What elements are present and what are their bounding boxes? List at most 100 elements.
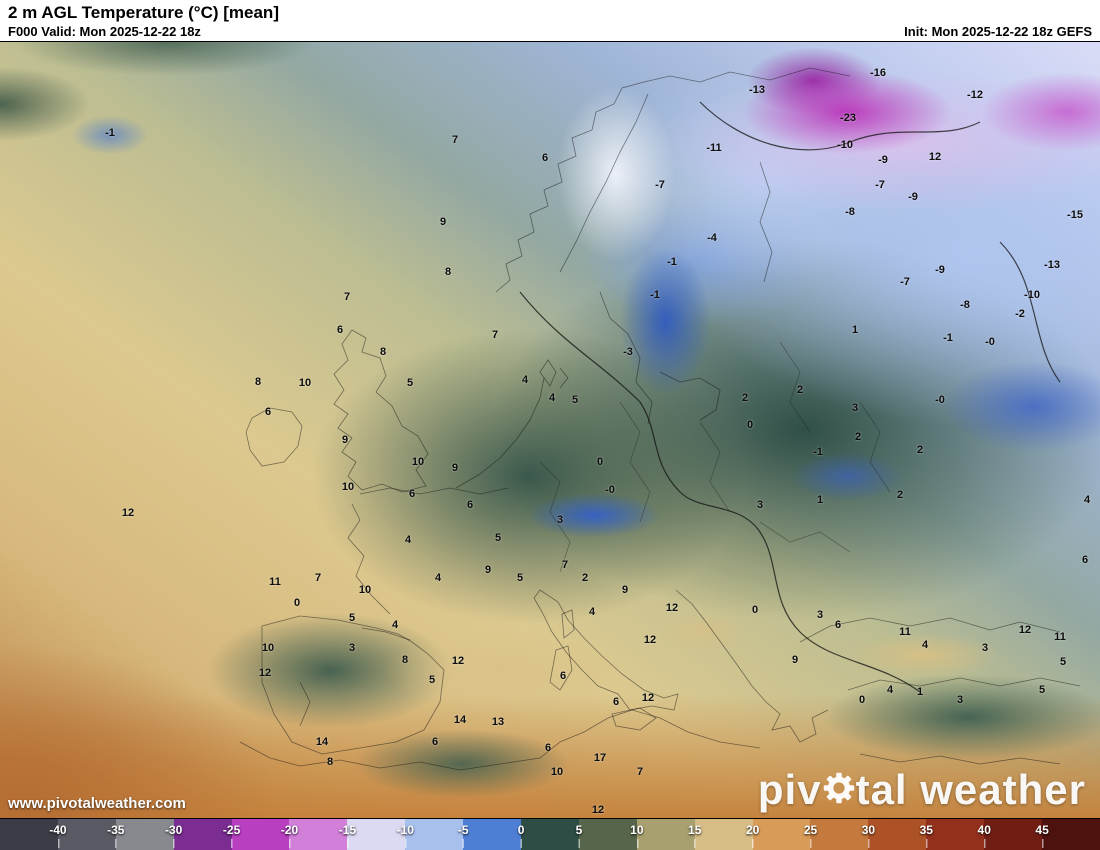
colorbar-segment <box>289 819 348 850</box>
temp-label: 5 <box>348 612 356 624</box>
temp-label: -3 <box>623 346 633 358</box>
temp-label: 3 <box>956 694 964 706</box>
temp-label: -9 <box>908 191 918 203</box>
temp-label: -12 <box>967 89 983 101</box>
colorbar-segment <box>984 819 1043 850</box>
temp-label: 11 <box>269 576 281 588</box>
temp-label: 9 <box>341 434 349 446</box>
colorbar-tick-label: -5 <box>457 823 469 848</box>
colorbar-tick-label: -25 <box>222 823 241 848</box>
colorbar-tick-label: 30 <box>861 823 876 848</box>
temp-label: 4 <box>521 374 529 386</box>
colorbar-tick-label: -40 <box>49 823 67 848</box>
logo-text-right: tal weather <box>855 766 1086 813</box>
colorbar-tick-label: 25 <box>803 823 818 848</box>
colorbar-labels: -40 -35 -30 -25 -20 -15 -10 -5 0 5 10 15 20 25 30 35 40 4… <box>0 819 1100 850</box>
temp-label: 13 <box>491 716 505 728</box>
temp-label: 6 <box>431 736 439 748</box>
temp-label: 6 <box>559 670 567 682</box>
temp-label: 9 <box>791 654 799 666</box>
colorbar-tick-label: 5 <box>575 823 583 848</box>
temp-label: 6 <box>541 152 549 164</box>
temp-label: 4 <box>404 534 412 546</box>
temp-label: -9 <box>878 154 888 166</box>
temp-label: 6 <box>336 324 344 336</box>
colorbar-segment <box>463 819 522 850</box>
temp-label: 4 <box>548 392 556 404</box>
temp-label: 2 <box>581 572 589 584</box>
temp-label: 12 <box>665 602 679 614</box>
colorbar-segment <box>1042 819 1100 850</box>
temp-label: 12 <box>641 692 655 704</box>
temp-label: 2 <box>916 444 924 456</box>
temp-label: -15 <box>1067 209 1083 221</box>
colorbar-segment <box>173 819 232 850</box>
colorbar-segment <box>347 819 406 850</box>
temp-label: 9 <box>439 216 447 228</box>
colorbar-tick-label: 40 <box>977 823 991 848</box>
colorbar-segment <box>578 819 637 850</box>
valid-time-label: F000 Valid: Mon 2025-12-22 18z <box>8 24 201 39</box>
temp-label: 4 <box>886 684 894 696</box>
temp-label: 3 <box>556 514 564 526</box>
temp-label: -8 <box>960 299 970 311</box>
temp-label: 7 <box>561 559 569 571</box>
temp-label: 1 <box>916 686 924 698</box>
temp-label: -10 <box>1024 289 1040 301</box>
temp-label: 14 <box>453 714 467 726</box>
temp-label: 4 <box>1083 494 1091 506</box>
temp-label: -11 <box>706 142 722 154</box>
temp-label: 7 <box>314 572 322 584</box>
colorbar-segment <box>636 819 695 850</box>
temp-label: -1 <box>650 289 660 301</box>
temp-label: -13 <box>749 84 765 96</box>
temp-label: 3 <box>851 402 859 414</box>
temp-label: 14 <box>315 736 329 748</box>
temp-label: 10 <box>341 481 355 493</box>
temp-label: 10 <box>261 642 275 654</box>
temp-label: 6 <box>544 742 552 754</box>
temp-label: 12 <box>1018 624 1032 636</box>
temp-label: -10 <box>837 139 853 151</box>
temp-label: 12 <box>928 151 942 163</box>
temp-label: 7 <box>451 134 459 146</box>
temp-label: -0 <box>935 394 945 406</box>
temp-label: 8 <box>444 266 452 278</box>
temp-label: 12 <box>451 655 465 667</box>
temp-label: 4 <box>921 639 929 651</box>
temp-label: -7 <box>900 276 910 288</box>
colorbar-segments <box>0 819 1100 850</box>
temp-label: 5 <box>571 394 579 406</box>
temp-label: 2 <box>896 489 904 501</box>
temp-label: 7 <box>491 329 499 341</box>
temp-label: 0 <box>293 597 301 609</box>
temp-label: 9 <box>621 584 629 596</box>
colorbar-tick-label: -30 <box>165 823 183 848</box>
temp-label: 10 <box>358 584 372 596</box>
temp-label: 4 <box>434 572 442 584</box>
colorbar: -40 -35 -30 -25 -20 -15 -10 -5 0 5 10 15 20 25 30 35 40 4… <box>0 818 1100 850</box>
temp-label: 7 <box>636 766 644 778</box>
temp-label: 3 <box>756 499 764 511</box>
page-title: 2 m AGL Temperature (°C) [mean] <box>8 3 279 22</box>
temp-label: 8 <box>379 346 387 358</box>
temp-label: 12 <box>591 804 605 816</box>
colorbar-segment <box>521 819 579 850</box>
temp-label: -2 <box>1015 308 1025 320</box>
temp-label: 8 <box>254 376 262 388</box>
pivotal-weather-logo: piv tal weather <box>758 766 1086 814</box>
temp-label: 0 <box>746 419 754 431</box>
temp-label: 6 <box>834 619 842 631</box>
temp-label: 8 <box>326 756 334 768</box>
temp-label: 5 <box>516 572 524 584</box>
temp-label: 5 <box>406 377 414 389</box>
temp-label: 9 <box>484 564 492 576</box>
temp-label: 5 <box>1038 684 1046 696</box>
colorbar-tick-label: 0 <box>517 823 525 848</box>
temp-label: 0 <box>751 604 759 616</box>
gear-icon <box>823 766 855 814</box>
colorbar-segment <box>0 819 58 850</box>
temp-label: 5 <box>494 532 502 544</box>
temp-label: 12 <box>643 634 657 646</box>
temp-label: 5 <box>428 674 436 686</box>
